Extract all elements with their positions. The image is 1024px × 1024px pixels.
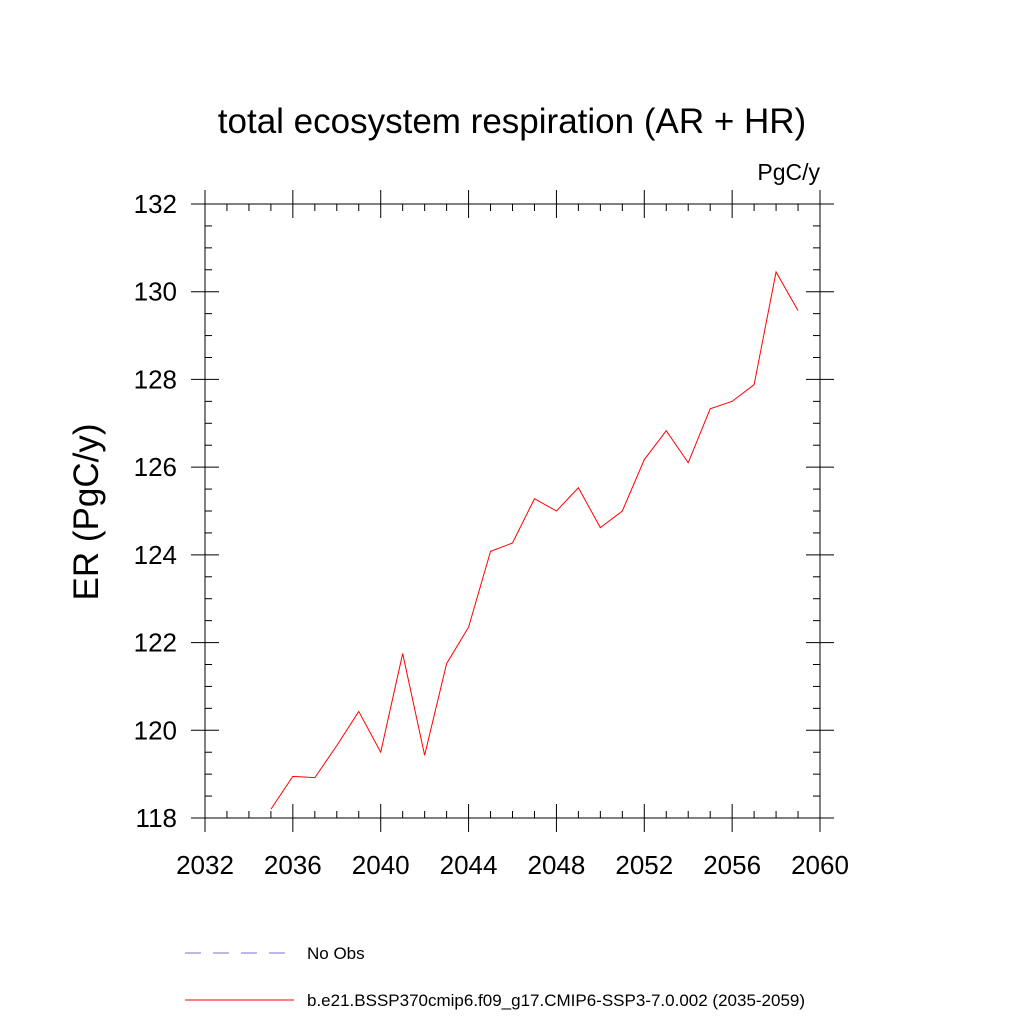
y-tick-label: 120 — [134, 715, 177, 745]
y-tick-label: 122 — [134, 628, 177, 658]
x-tick-label: 2036 — [264, 850, 322, 880]
x-tick-label: 2032 — [176, 850, 234, 880]
units-label: PgC/y — [757, 159, 820, 185]
x-tick-label: 2048 — [528, 850, 586, 880]
y-axis-label: ER (PgC/y) — [67, 424, 106, 601]
y-tick-label: 132 — [134, 189, 177, 219]
y-tick-label: 130 — [134, 277, 177, 307]
y-tick-label: 128 — [134, 364, 177, 394]
x-tick-label: 2060 — [791, 850, 849, 880]
x-tick-label: 2040 — [352, 850, 410, 880]
chart-title: total ecosystem respiration (AR + HR) — [218, 102, 806, 141]
legend-label: No Obs — [307, 944, 365, 963]
series-layer — [270, 270, 799, 810]
x-tick-label: 2052 — [615, 850, 673, 880]
y-tick-label: 124 — [134, 540, 177, 570]
y-tick-label: 118 — [136, 803, 177, 833]
series-line — [270, 270, 799, 810]
legend-label: b.e21.BSSP370cmip6.f09_g17.CMIP6-SSP3-7.… — [307, 991, 805, 1010]
axis-ticks: 2032 2036 2040 2044 2048 2052 2056 2060 118 120 12… — [134, 189, 849, 880]
x-tick-label: 2056 — [703, 850, 761, 880]
x-tick-label: 2044 — [440, 850, 498, 880]
legend: No Obs b.e21.BSSP370cmip6.f09_g17.CMIP6-S… — [185, 944, 805, 1010]
y-tick-label: 126 — [134, 452, 177, 482]
plot-frame — [204, 203, 821, 819]
